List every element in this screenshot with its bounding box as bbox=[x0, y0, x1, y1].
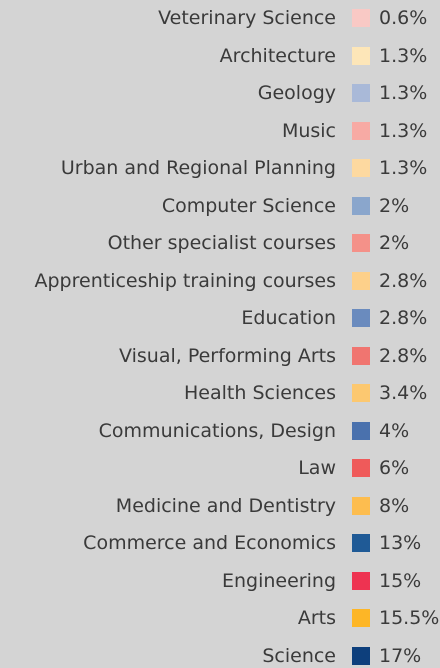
legend-swatch bbox=[352, 9, 370, 27]
legend-swatch bbox=[352, 571, 370, 590]
legend-value: 1.3% bbox=[379, 157, 428, 179]
legend-value: 15.5% bbox=[379, 607, 440, 629]
legend-swatch bbox=[352, 271, 370, 290]
legend-label: Other specialist courses bbox=[107, 232, 336, 254]
legend-row: Engineering 15% bbox=[0, 569, 440, 593]
legend-label: Engineering bbox=[222, 569, 336, 592]
legend-label: Science bbox=[262, 644, 336, 667]
legend-label: Arts bbox=[297, 607, 336, 629]
legend-row: Health Sciences 3.4% bbox=[0, 381, 440, 405]
legend-row: Veterinary Science 0.6% bbox=[0, 6, 440, 30]
legend-value: 2.8% bbox=[379, 344, 428, 367]
legend-label: Urban and Regional Planning bbox=[60, 157, 336, 179]
legend-row: Science 17% bbox=[0, 644, 440, 668]
legend-row: Education 2.8% bbox=[0, 306, 440, 330]
legend-row: Commerce and Economics 13% bbox=[0, 531, 440, 555]
legend-row: Medicine and Dentistry 8% bbox=[0, 494, 440, 518]
legend-label: Commerce and Economics bbox=[83, 532, 336, 554]
legend-label: Geology bbox=[257, 82, 336, 104]
legend-swatch bbox=[352, 234, 370, 252]
legend-value: 4% bbox=[379, 419, 410, 442]
legend-label: Education bbox=[241, 307, 336, 329]
legend-label: Architecture bbox=[219, 44, 336, 67]
legend-value: 15% bbox=[379, 569, 422, 592]
legend-label: Veterinary Science bbox=[158, 7, 336, 29]
legend-label: Visual, Performing Arts bbox=[119, 344, 336, 367]
legend-label: Apprenticeship training courses bbox=[34, 269, 337, 292]
legend-label: Law bbox=[298, 457, 336, 479]
legend-swatch bbox=[352, 196, 370, 215]
legend-value: 1.3% bbox=[379, 119, 428, 142]
legend-swatch bbox=[352, 496, 370, 515]
legend-swatch bbox=[352, 384, 370, 402]
legend-row: Architecture 1.3% bbox=[0, 44, 440, 68]
legend-row: Communications, Design 4% bbox=[0, 419, 440, 443]
legend-row: Urban and Regional Planning 1.3% bbox=[0, 156, 440, 180]
legend-row: Computer Science 2% bbox=[0, 194, 440, 218]
legend-value: 17% bbox=[379, 644, 422, 667]
legend-value: 2.8% bbox=[379, 269, 428, 292]
legend-row: Music 1.3% bbox=[0, 119, 440, 143]
legend-swatch bbox=[352, 534, 370, 552]
legend-value: 2.8% bbox=[379, 307, 428, 329]
legend-swatch bbox=[352, 309, 370, 327]
legend-value: 1.3% bbox=[379, 44, 428, 67]
legend-row: Visual, Performing Arts 2.8% bbox=[0, 344, 440, 368]
legend-value: 6% bbox=[379, 457, 410, 479]
legend-value: 13% bbox=[379, 532, 422, 554]
legend-row: Arts 15.5% bbox=[0, 606, 440, 630]
legend-value: 2% bbox=[379, 232, 410, 254]
legend-swatch bbox=[352, 646, 370, 665]
legend-row: Apprenticeship training courses 2.8% bbox=[0, 269, 440, 293]
legend-label: Medicine and Dentistry bbox=[115, 494, 336, 517]
legend-swatch bbox=[352, 459, 370, 477]
legend-value: 2% bbox=[379, 194, 410, 217]
legend-row: Geology 1.3% bbox=[0, 81, 440, 105]
legend-row: Other specialist courses 2% bbox=[0, 231, 440, 255]
legend-value: 0.6% bbox=[379, 7, 428, 29]
legend-value: 3.4% bbox=[379, 382, 428, 404]
legend-label: Computer Science bbox=[161, 194, 336, 217]
legend-label: Music bbox=[281, 119, 336, 142]
legend-swatch bbox=[352, 346, 370, 365]
legend-row: Law 6% bbox=[0, 456, 440, 480]
legend-label: Communications, Design bbox=[98, 419, 336, 442]
legend-value: 1.3% bbox=[379, 82, 428, 104]
legend-swatch bbox=[352, 121, 370, 140]
legend-value: 8% bbox=[379, 494, 410, 517]
legend-swatch bbox=[352, 421, 370, 440]
legend-label: Health Sciences bbox=[184, 382, 336, 404]
legend-swatch bbox=[352, 609, 370, 627]
legend-swatch bbox=[352, 84, 370, 102]
legend-swatch bbox=[352, 46, 370, 65]
legend-swatch bbox=[352, 159, 370, 177]
